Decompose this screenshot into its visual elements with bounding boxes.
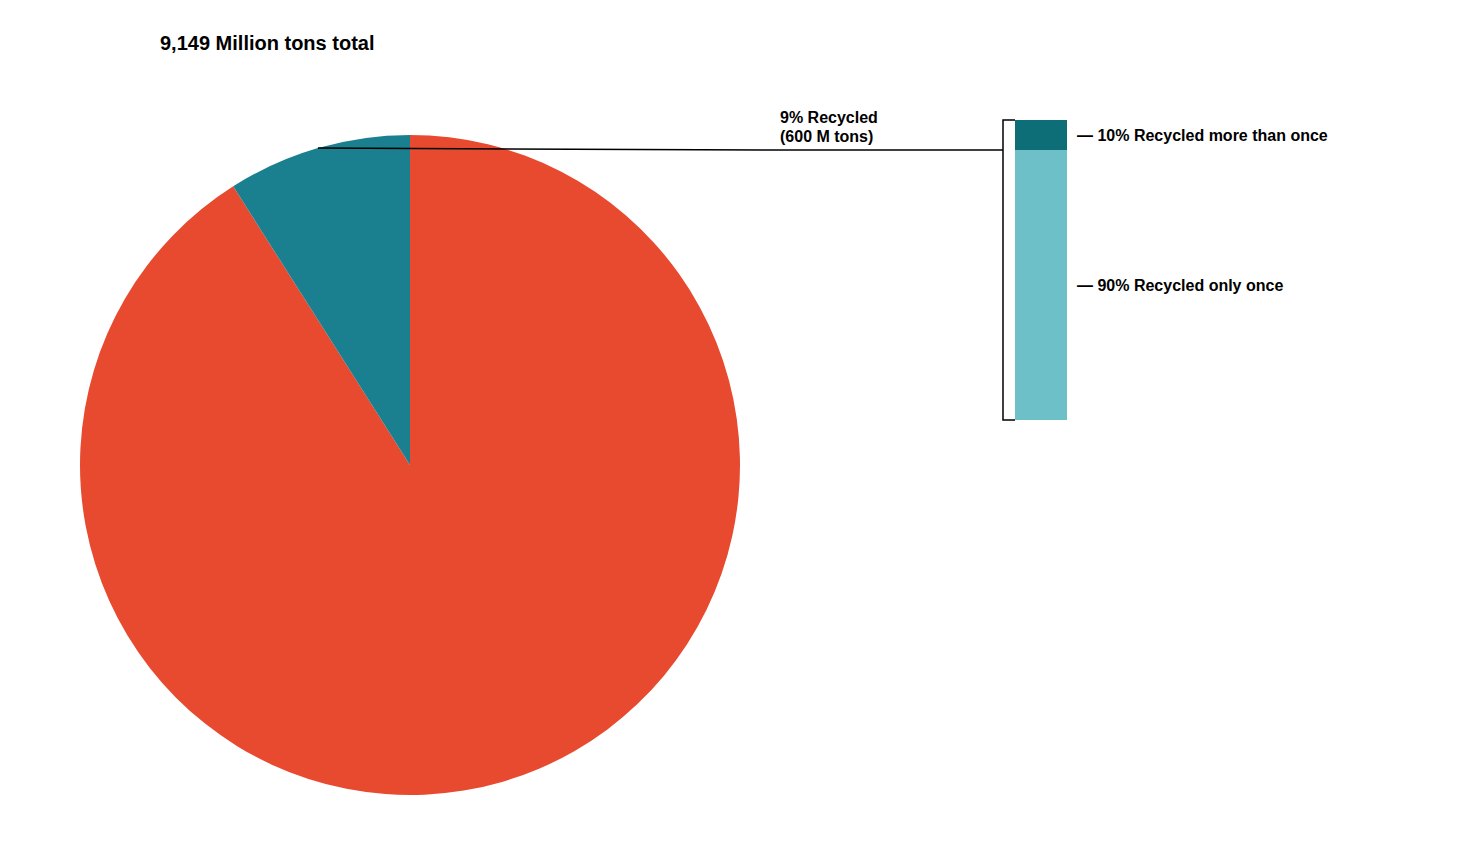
axis-line bbox=[1003, 120, 1015, 420]
pie-slice bbox=[80, 135, 740, 795]
title: 9,149 Million tons total bbox=[160, 32, 374, 54]
bar-segment bbox=[1015, 150, 1067, 420]
bars bbox=[1015, 120, 1067, 420]
annotation-line: (600 M tons) bbox=[780, 128, 873, 145]
chart: 9,149 Million tons total — 90% Recycled o… bbox=[0, 0, 1471, 841]
segment-label: — 90% Recycled only once bbox=[1077, 277, 1283, 294]
bar-segment bbox=[1015, 120, 1067, 150]
leader-line bbox=[318, 148, 1003, 150]
annotation: 9% Recycled (600 M tons) bbox=[780, 109, 878, 145]
pie-slice bbox=[233, 135, 410, 465]
annotation-line: 9% Recycled bbox=[780, 109, 878, 126]
segment-label: — 10% Recycled more than once bbox=[1077, 127, 1328, 144]
pie bbox=[80, 135, 740, 795]
